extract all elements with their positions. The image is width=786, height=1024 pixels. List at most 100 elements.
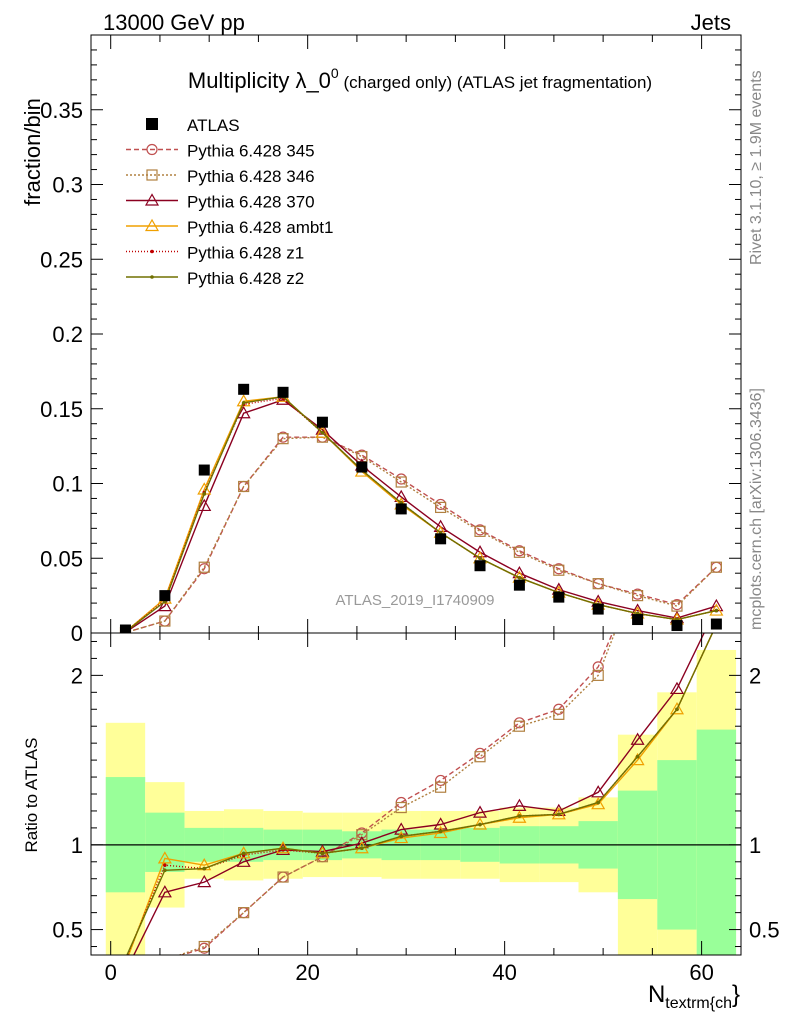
legend-series-4-marker <box>144 218 160 232</box>
series-2-marker <box>159 615 171 627</box>
title-sup: 0 <box>331 65 339 81</box>
uncertainty-band-green <box>145 812 185 872</box>
x-axis-label: Ntextrm{ch} <box>648 981 740 1012</box>
series-1-ratio-marker <box>672 416 682 426</box>
series-2-marker <box>277 433 289 445</box>
series-3-marker <box>197 498 212 512</box>
series-6-ratio-marker <box>124 957 128 961</box>
jets-label: Jets <box>691 10 731 35</box>
top-y-tick-label: 0.05 <box>40 546 83 571</box>
legend-atlas-marker <box>146 118 158 130</box>
uncertainty-band-green <box>105 777 146 893</box>
series-2-marker <box>631 590 644 602</box>
main-panel: 0 0.05 0.1 0.15 0.2 0.25 0.3 0.35 <box>40 34 742 646</box>
series-5-ratio-marker <box>124 958 128 962</box>
x-tick-label: 0 <box>105 960 117 985</box>
ratio-y-tick-label-right: 0.5 <box>749 918 780 943</box>
series-2-marker <box>513 546 526 558</box>
series-1-ratio-marker <box>633 569 643 579</box>
title-main: Multiplicity λ_0 <box>188 68 331 93</box>
series-3-ratio-marker <box>119 966 131 977</box>
series-6-ratio-line <box>126 633 714 955</box>
legend-series-5-marker <box>150 249 154 254</box>
atlas-data-point <box>435 533 447 545</box>
top-y-tick-label: 0.3 <box>52 173 83 198</box>
series-2-ratio-marker <box>277 871 289 883</box>
series-6-marker <box>714 608 719 613</box>
series-6-ratio-marker <box>241 851 246 856</box>
x-axis-label-tail: } <box>732 981 740 1008</box>
series-2-ratio-marker <box>395 801 407 814</box>
series-6-line <box>125 396 717 633</box>
mcplots-label: mcplots.cern.ch [arXiv:1306.3436] <box>748 388 765 630</box>
series-2-ratio-marker <box>672 416 682 426</box>
series-3-ratio-marker <box>669 681 685 695</box>
top-y-tick-label: 0.35 <box>40 98 83 123</box>
series-6-ratio-marker <box>596 800 600 805</box>
series-2-ratio-marker <box>513 720 526 732</box>
series-4-ratio-marker <box>157 851 172 864</box>
series-6-ratio-marker <box>360 846 364 851</box>
atlas-data-point <box>632 614 644 626</box>
x-tick-label: 60 <box>689 960 713 985</box>
series-6-marker <box>241 400 246 405</box>
top-y-tick-label: 0.1 <box>52 472 83 497</box>
ratio-panel: 0.5 0.5 1 1 2 2 <box>52 416 780 994</box>
rivet-label: Rivet 3.1.10, ≥ 1.9M events <box>748 70 765 265</box>
legend-series-2-marker <box>146 169 158 181</box>
series-5-ratio-marker <box>163 863 167 867</box>
x-axis-label-sub: textrm{ch <box>665 995 732 1012</box>
series-2-ratio-marker <box>120 984 130 994</box>
series-4-ratio-marker <box>276 841 291 854</box>
series-2-marker <box>238 480 250 493</box>
analysis-id: ATLAS_2019_I1740909 <box>335 592 494 609</box>
series-2-marker <box>592 578 604 590</box>
series-6-ratio-marker <box>281 846 285 851</box>
series-6-ratio-marker <box>517 814 522 818</box>
series-2-ratio-marker <box>198 940 210 953</box>
legend-series-3-label: Pythia 6.428 370 <box>187 193 315 212</box>
legend-series-2-label: Pythia 6.428 346 <box>187 167 315 186</box>
series-2-ratio-marker <box>159 954 171 955</box>
atlas-data-point <box>513 579 525 591</box>
atlas-data-point <box>592 603 604 615</box>
atlas-data-point <box>238 383 250 395</box>
series-4-marker <box>315 425 330 438</box>
series-6-ratio-marker <box>438 829 443 834</box>
atlas-data-point <box>395 503 407 515</box>
atlas-data-point <box>474 560 486 572</box>
atlas-data-point <box>198 464 210 476</box>
atlas-data-point <box>119 624 131 633</box>
ratio-y-tick-label: 0.5 <box>52 918 83 943</box>
atlas-data-point <box>710 618 722 630</box>
series-1-line <box>125 436 717 633</box>
series-6-ratio-marker <box>163 868 167 873</box>
series-3-line <box>125 398 717 633</box>
series-6-ratio-marker <box>675 707 679 712</box>
series-3-ratio-line <box>133 633 705 955</box>
ratio-y-axis-label: Ratio to ATLAS <box>22 738 41 853</box>
series-1-ratio-marker <box>474 747 486 759</box>
x-tick-labels: 0 20 40 60 <box>105 960 714 985</box>
series-2-marker <box>198 561 210 573</box>
legend-series-4-label: Pythia 6.428 ambt1 <box>187 218 333 237</box>
series-2-marker <box>553 564 565 576</box>
x-tick-label: 20 <box>295 960 319 985</box>
series-1-ratio-line <box>179 633 614 955</box>
series-2-ratio-marker <box>553 708 565 720</box>
series-4-ratio-marker <box>669 702 685 715</box>
series-2-marker <box>710 561 722 573</box>
series-3-marker <box>157 598 172 612</box>
ratio-y-tick-label-right: 2 <box>749 663 761 688</box>
legend-series-3-marker <box>144 193 160 206</box>
series-1-ratio-marker <box>435 774 447 787</box>
series-6-marker <box>320 430 325 435</box>
series-3-ratio-marker <box>472 805 488 818</box>
series-4-ratio-marker <box>119 957 131 968</box>
top-y-tick-label: 0.15 <box>40 397 83 422</box>
top-y-tick-label: 0.25 <box>40 247 83 272</box>
series-1-ratio-marker <box>162 954 168 955</box>
legend: ATLAS Pythia 6.428 345 Pythia 6.428 346 Pyt… <box>126 116 333 288</box>
series-2-ratio-marker <box>474 751 486 763</box>
